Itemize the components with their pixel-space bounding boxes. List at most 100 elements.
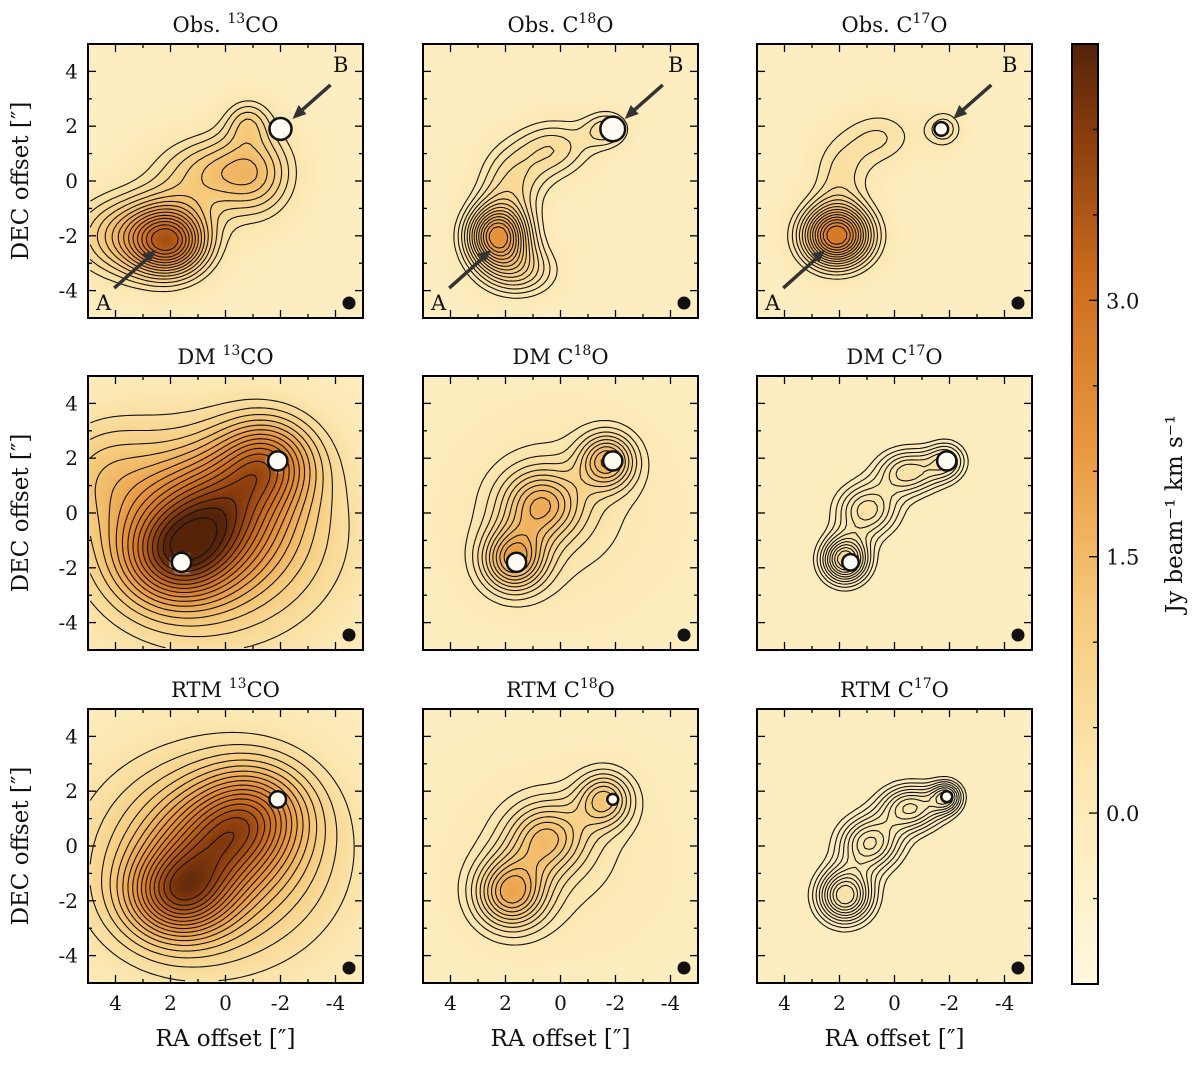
- colorbar-tick-label: 3.0: [1106, 289, 1139, 313]
- contour-level: [469, 198, 531, 278]
- title-prefix: DM C: [512, 345, 573, 369]
- beam-marker: [677, 628, 691, 642]
- source-b-marker: [268, 789, 288, 809]
- contour-level: [90, 100, 297, 293]
- y-tick-label: 4: [65, 391, 78, 415]
- contour-group: [457, 762, 644, 946]
- contour-level: [499, 875, 527, 904]
- contour-level: [116, 765, 310, 947]
- y-tick-label: 0: [65, 169, 78, 193]
- x-tick-label: 4: [444, 991, 457, 1015]
- contour-group: [89, 100, 297, 293]
- title-prefix: Obs. C: [842, 13, 913, 37]
- contour-level: [127, 775, 298, 937]
- source-b-marker: [606, 792, 620, 807]
- x-tick-label: 2: [499, 991, 512, 1015]
- contour-level: [115, 429, 306, 607]
- beam-marker: [342, 961, 356, 975]
- contour-level: [145, 224, 183, 255]
- tick-group: [757, 44, 1032, 318]
- intensity-map: [423, 376, 698, 650]
- title-molecule: O: [925, 345, 942, 369]
- contour-level: [89, 106, 290, 288]
- y-tick-label: -2: [59, 556, 78, 580]
- beam-marker: [677, 296, 691, 310]
- contour-level: [495, 867, 532, 909]
- panel-title: RTM C17O: [840, 676, 949, 702]
- y-tick-label: 2: [65, 446, 78, 470]
- source-b-marker: [599, 115, 627, 143]
- source-b-marker: [266, 450, 289, 472]
- contour-level: [466, 190, 535, 282]
- contour-level: [475, 210, 522, 267]
- contour-level: [153, 803, 266, 915]
- beam-marker: [1011, 296, 1025, 310]
- source-b-marker: [935, 450, 958, 472]
- contour-level: [812, 438, 969, 592]
- beam-marker: [342, 628, 356, 642]
- x-tick-label: 0: [219, 991, 232, 1015]
- y-tick-label: -4: [59, 279, 78, 303]
- contour-level: [819, 445, 962, 585]
- title-prefix: RTM C: [840, 678, 914, 702]
- contour-level: [822, 222, 851, 249]
- label-b: B: [668, 53, 683, 77]
- source-a-marker: [841, 552, 860, 572]
- title-isotope: 18: [580, 676, 598, 692]
- y-tick-label: 0: [65, 501, 78, 525]
- beam-marker: [342, 296, 356, 310]
- tick-group: [423, 44, 698, 318]
- label-b: B: [1002, 53, 1017, 77]
- contour-level: [815, 781, 962, 925]
- contour-level: [791, 118, 954, 276]
- contour-level: [826, 789, 954, 914]
- contour-level: [101, 752, 326, 959]
- title-prefix: RTM C: [506, 678, 580, 702]
- contour-level: [488, 226, 509, 249]
- contour-level: [453, 110, 629, 299]
- title-isotope: 17: [914, 676, 932, 692]
- source-b-marker: [268, 116, 293, 142]
- x-axis-label: RA offset [″]: [156, 1026, 296, 1052]
- contour-level: [89, 743, 338, 968]
- title-molecule: CO: [245, 13, 278, 37]
- contour-level: [142, 453, 279, 585]
- contour-level: [821, 785, 958, 919]
- title-prefix: RTM: [171, 678, 229, 702]
- y-tick-label: -4: [59, 944, 78, 968]
- contour-level: [127, 438, 295, 598]
- contour-level: [490, 828, 560, 913]
- contour-level: [787, 112, 960, 280]
- contour-level: [117, 204, 203, 272]
- colorbar-frame: [1071, 43, 1099, 985]
- panel-2-1: RTM C18O 4 2 0 -2 -4 RA offset [″]: [422, 676, 699, 1052]
- title-prefix: Obs.: [173, 13, 228, 37]
- contour-group: [812, 438, 969, 592]
- title-prefix: Obs. C: [508, 13, 579, 37]
- arrow-a-head: [811, 250, 826, 263]
- source-b-marker: [933, 120, 950, 138]
- arrow-a-head: [142, 250, 157, 263]
- y-tick-label: 2: [65, 779, 78, 803]
- contour-level: [816, 442, 965, 588]
- title-molecule: O: [596, 13, 613, 37]
- contour-level: [89, 398, 350, 649]
- title-isotope: 13: [229, 676, 247, 692]
- contour-level: [481, 435, 634, 592]
- panel-title: RTM C18O: [506, 676, 615, 702]
- contour-group: [464, 419, 650, 608]
- contour-level: [801, 199, 872, 267]
- title-prefix: DM: [177, 345, 222, 369]
- label-a: A: [95, 291, 112, 315]
- contour-level: [89, 731, 355, 982]
- contour-level: [492, 446, 623, 581]
- tick-group: [88, 376, 363, 650]
- contour-level: [826, 225, 848, 245]
- y-tick-label: -2: [59, 889, 78, 913]
- x-tick-label: -2: [940, 991, 959, 1015]
- y-tick-label: 4: [65, 59, 78, 83]
- panel-2-0: RTM 13CO 4 2 0 -2 -4 DEC offset [″] 4 2 0 -2 -4 RA o…: [8, 676, 364, 1052]
- contour-level: [818, 783, 960, 922]
